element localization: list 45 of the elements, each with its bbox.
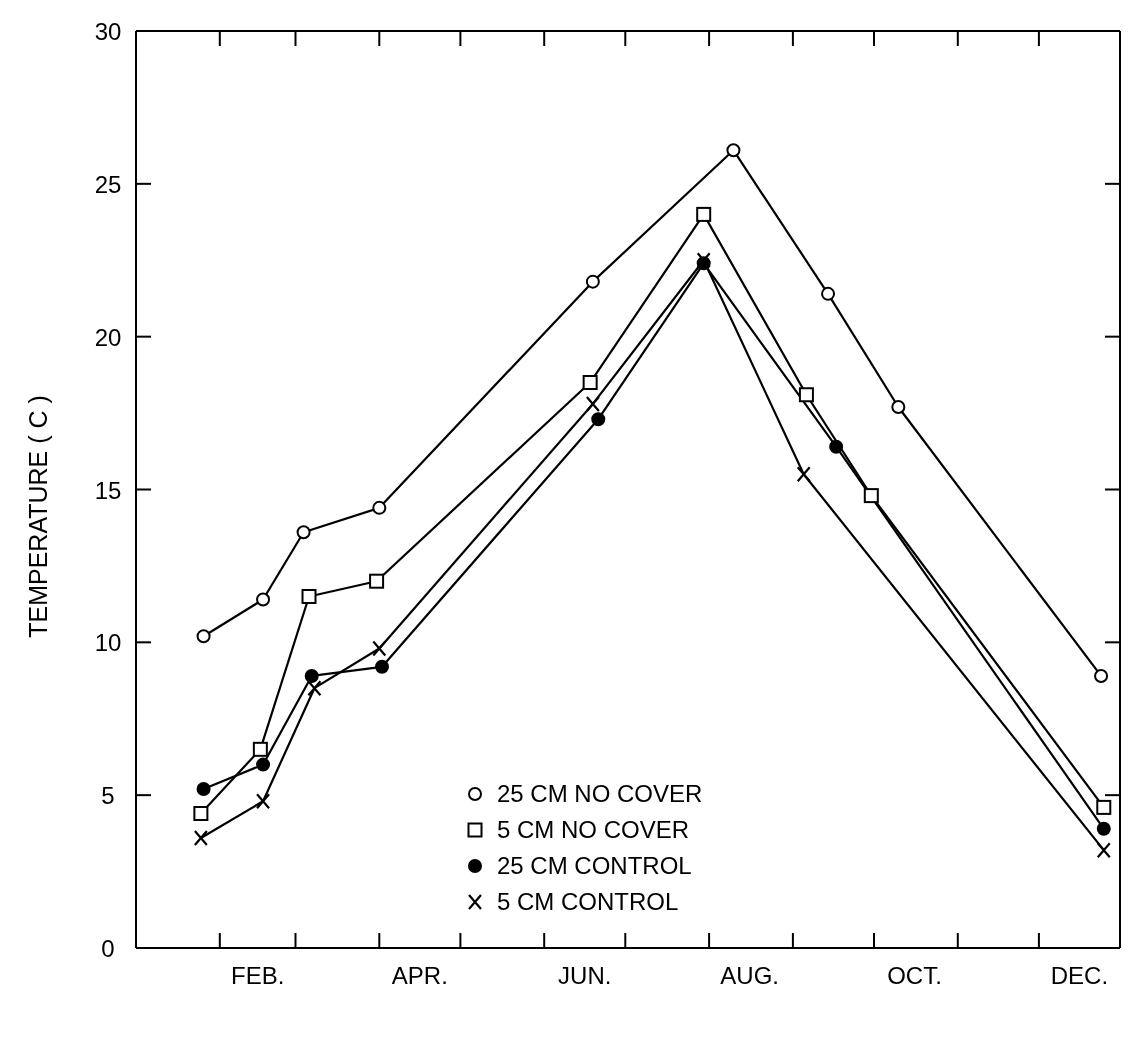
legend-label: 25 CM CONTROL: [497, 851, 692, 881]
point: [726, 143, 741, 158]
point: [696, 252, 711, 269]
point: [585, 395, 600, 413]
point: [821, 286, 836, 301]
x-tick-label: OCT.: [887, 962, 942, 989]
point: [307, 680, 322, 697]
point: [582, 375, 598, 391]
y-tick-label: 20: [94, 323, 122, 351]
legend-label: 25 CM NO COVER: [497, 779, 703, 809]
point: [1094, 668, 1109, 683]
x-tick-label: AUG.: [720, 962, 779, 989]
x-tick-label: FEB.: [230, 962, 285, 989]
point: [1096, 821, 1111, 836]
point: [585, 274, 600, 289]
x-tick-label: DEC.: [1050, 962, 1109, 989]
y-tick-label: 5: [101, 782, 115, 810]
point: [252, 741, 268, 757]
y-tick-label: 0: [101, 935, 115, 962]
point: [863, 488, 879, 504]
y-tick-label: 10: [94, 629, 122, 657]
point: [1096, 842, 1111, 859]
legend-label: 5 CM NO COVER: [497, 815, 690, 845]
point: [372, 640, 387, 657]
x-tick-label: JUN.: [558, 962, 612, 989]
point: [304, 668, 319, 683]
point: [796, 466, 811, 483]
y-tick-label: 30: [94, 18, 122, 45]
point: [696, 206, 712, 222]
point: [375, 659, 389, 674]
point: [301, 588, 317, 604]
point: [296, 525, 311, 540]
point: [369, 573, 385, 589]
point: [891, 399, 906, 414]
point: [829, 439, 844, 454]
point: [798, 387, 814, 403]
x-tick-label: APR.: [391, 962, 448, 989]
point: [193, 829, 208, 847]
point: [372, 500, 387, 515]
legend-label: 5 CM CONTROL: [497, 887, 679, 917]
y-axis-title: TEMPERATURE ( C ): [23, 395, 53, 638]
y-tick-label: 15: [94, 476, 122, 504]
point: [591, 412, 606, 427]
y-tick-label: 25: [94, 170, 122, 198]
point: [1096, 799, 1112, 815]
